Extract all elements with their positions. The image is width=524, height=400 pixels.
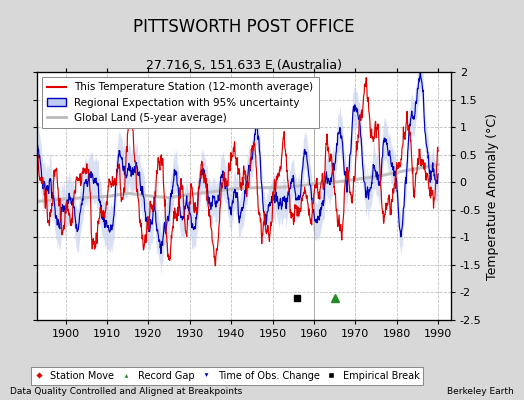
Text: Berkeley Earth: Berkeley Earth	[447, 387, 514, 396]
Text: PITTSWORTH POST OFFICE: PITTSWORTH POST OFFICE	[133, 18, 354, 36]
Text: Data Quality Controlled and Aligned at Breakpoints: Data Quality Controlled and Aligned at B…	[10, 387, 243, 396]
Legend: Station Move, Record Gap, Time of Obs. Change, Empirical Break: Station Move, Record Gap, Time of Obs. C…	[31, 367, 423, 384]
Y-axis label: Temperature Anomaly (°C): Temperature Anomaly (°C)	[486, 112, 498, 280]
Title: 27.716 S, 151.633 E (Australia): 27.716 S, 151.633 E (Australia)	[146, 59, 342, 72]
